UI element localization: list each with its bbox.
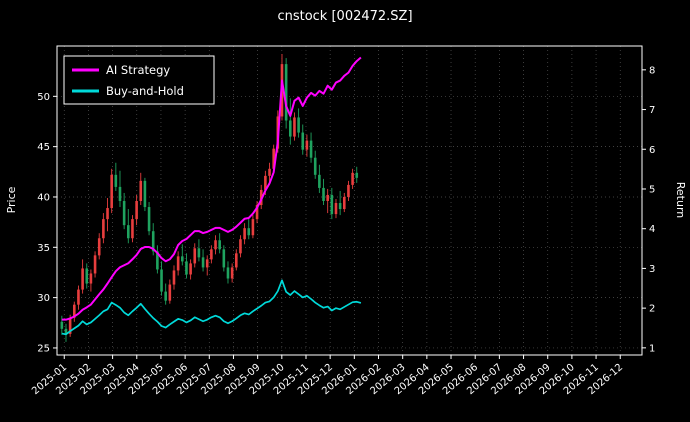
candle-body xyxy=(126,225,130,239)
candle-body xyxy=(351,172,354,185)
candle-body xyxy=(288,120,292,137)
candle-body xyxy=(222,249,226,268)
candle-body xyxy=(355,172,359,178)
candle-body xyxy=(297,117,300,133)
candle-body xyxy=(309,140,313,158)
candle-body xyxy=(122,201,126,226)
candle-body xyxy=(143,180,147,208)
candle-body xyxy=(264,175,267,190)
candle-body xyxy=(185,261,188,275)
candle-body xyxy=(293,117,296,137)
legend-box xyxy=(63,55,215,105)
candle-body xyxy=(64,328,68,334)
legend-label: Buy-and-Hold xyxy=(106,84,184,98)
candle-body xyxy=(239,239,242,254)
candle-body xyxy=(193,248,197,264)
candle-body xyxy=(89,273,93,284)
candle-body xyxy=(156,251,159,270)
price-tick-label: 35 xyxy=(37,243,50,254)
legend-label: AI Strategy xyxy=(106,63,170,77)
candle-body xyxy=(201,257,205,268)
candle-body xyxy=(81,268,84,290)
candle-body xyxy=(342,196,346,210)
return-tick-label: 5 xyxy=(649,184,655,195)
candle-body xyxy=(77,289,80,305)
candle-body xyxy=(176,256,180,271)
candle-body xyxy=(97,238,101,256)
candle-body xyxy=(301,132,305,150)
candle-body xyxy=(68,317,72,334)
candle-body xyxy=(210,249,213,260)
return-tick-label: 6 xyxy=(649,145,655,156)
candle-body xyxy=(205,259,209,268)
candle-body xyxy=(322,187,325,202)
candle-body xyxy=(102,219,105,239)
candle-body xyxy=(218,240,221,250)
candle-body xyxy=(189,263,192,275)
candle-body xyxy=(139,180,143,202)
return-tick-label: 1 xyxy=(649,343,655,354)
candle-body xyxy=(168,284,172,301)
candle-body xyxy=(247,228,251,236)
candle-body xyxy=(338,203,342,210)
candle-body xyxy=(305,140,309,150)
candle-body xyxy=(135,201,138,220)
price-tick-label: 25 xyxy=(37,343,50,354)
return-tick-label: 3 xyxy=(649,264,655,275)
candle-body xyxy=(251,219,255,236)
candle-body xyxy=(318,174,321,188)
candle-body xyxy=(160,269,163,292)
candle-body xyxy=(72,304,76,318)
price-axis-label: Price xyxy=(5,186,18,213)
buy-and-hold-line xyxy=(61,279,362,336)
candle-body xyxy=(118,186,122,202)
return-tick-label: 7 xyxy=(649,105,655,116)
return-tick-label: 8 xyxy=(649,65,655,76)
candle-body xyxy=(197,248,201,258)
candle-body xyxy=(313,157,317,175)
candle-body xyxy=(230,267,234,279)
candle-body xyxy=(214,240,217,250)
return-tick-label: 2 xyxy=(649,304,655,315)
chart-title: cnstock [002472.SZ] xyxy=(277,9,412,24)
candle-body xyxy=(255,205,259,220)
candle-body xyxy=(131,219,134,239)
legend: AI Strategy Buy-and-Hold xyxy=(63,55,215,105)
candle-body xyxy=(110,174,113,209)
price-tick-label: 30 xyxy=(37,293,50,304)
candle-body xyxy=(347,184,350,197)
candle-body xyxy=(284,64,288,121)
candle-body xyxy=(326,194,329,202)
candle-body xyxy=(60,321,64,329)
candle-body xyxy=(272,148,275,169)
candle-body xyxy=(243,228,246,240)
candle-body xyxy=(85,268,89,284)
candle-body xyxy=(147,207,151,232)
candle-body xyxy=(334,203,338,215)
candle-body xyxy=(172,270,176,285)
candle-body xyxy=(151,231,155,252)
price-tick-label: 40 xyxy=(37,192,50,203)
candle-body xyxy=(226,267,230,279)
candle-body xyxy=(114,174,118,187)
ai-strategy-line xyxy=(61,56,362,321)
price-tick-label: 45 xyxy=(37,142,50,153)
return-tick-label: 4 xyxy=(649,224,655,235)
plot-border xyxy=(56,45,643,356)
candle-body xyxy=(268,168,271,176)
candle-body xyxy=(180,256,184,262)
return-axis-label: Return xyxy=(674,182,687,219)
candle-body xyxy=(93,255,97,274)
candle-body xyxy=(164,291,167,301)
candle-body xyxy=(106,208,109,220)
candle-body xyxy=(234,253,238,268)
candle-body xyxy=(330,194,334,215)
price-tick-label: 50 xyxy=(37,92,50,103)
